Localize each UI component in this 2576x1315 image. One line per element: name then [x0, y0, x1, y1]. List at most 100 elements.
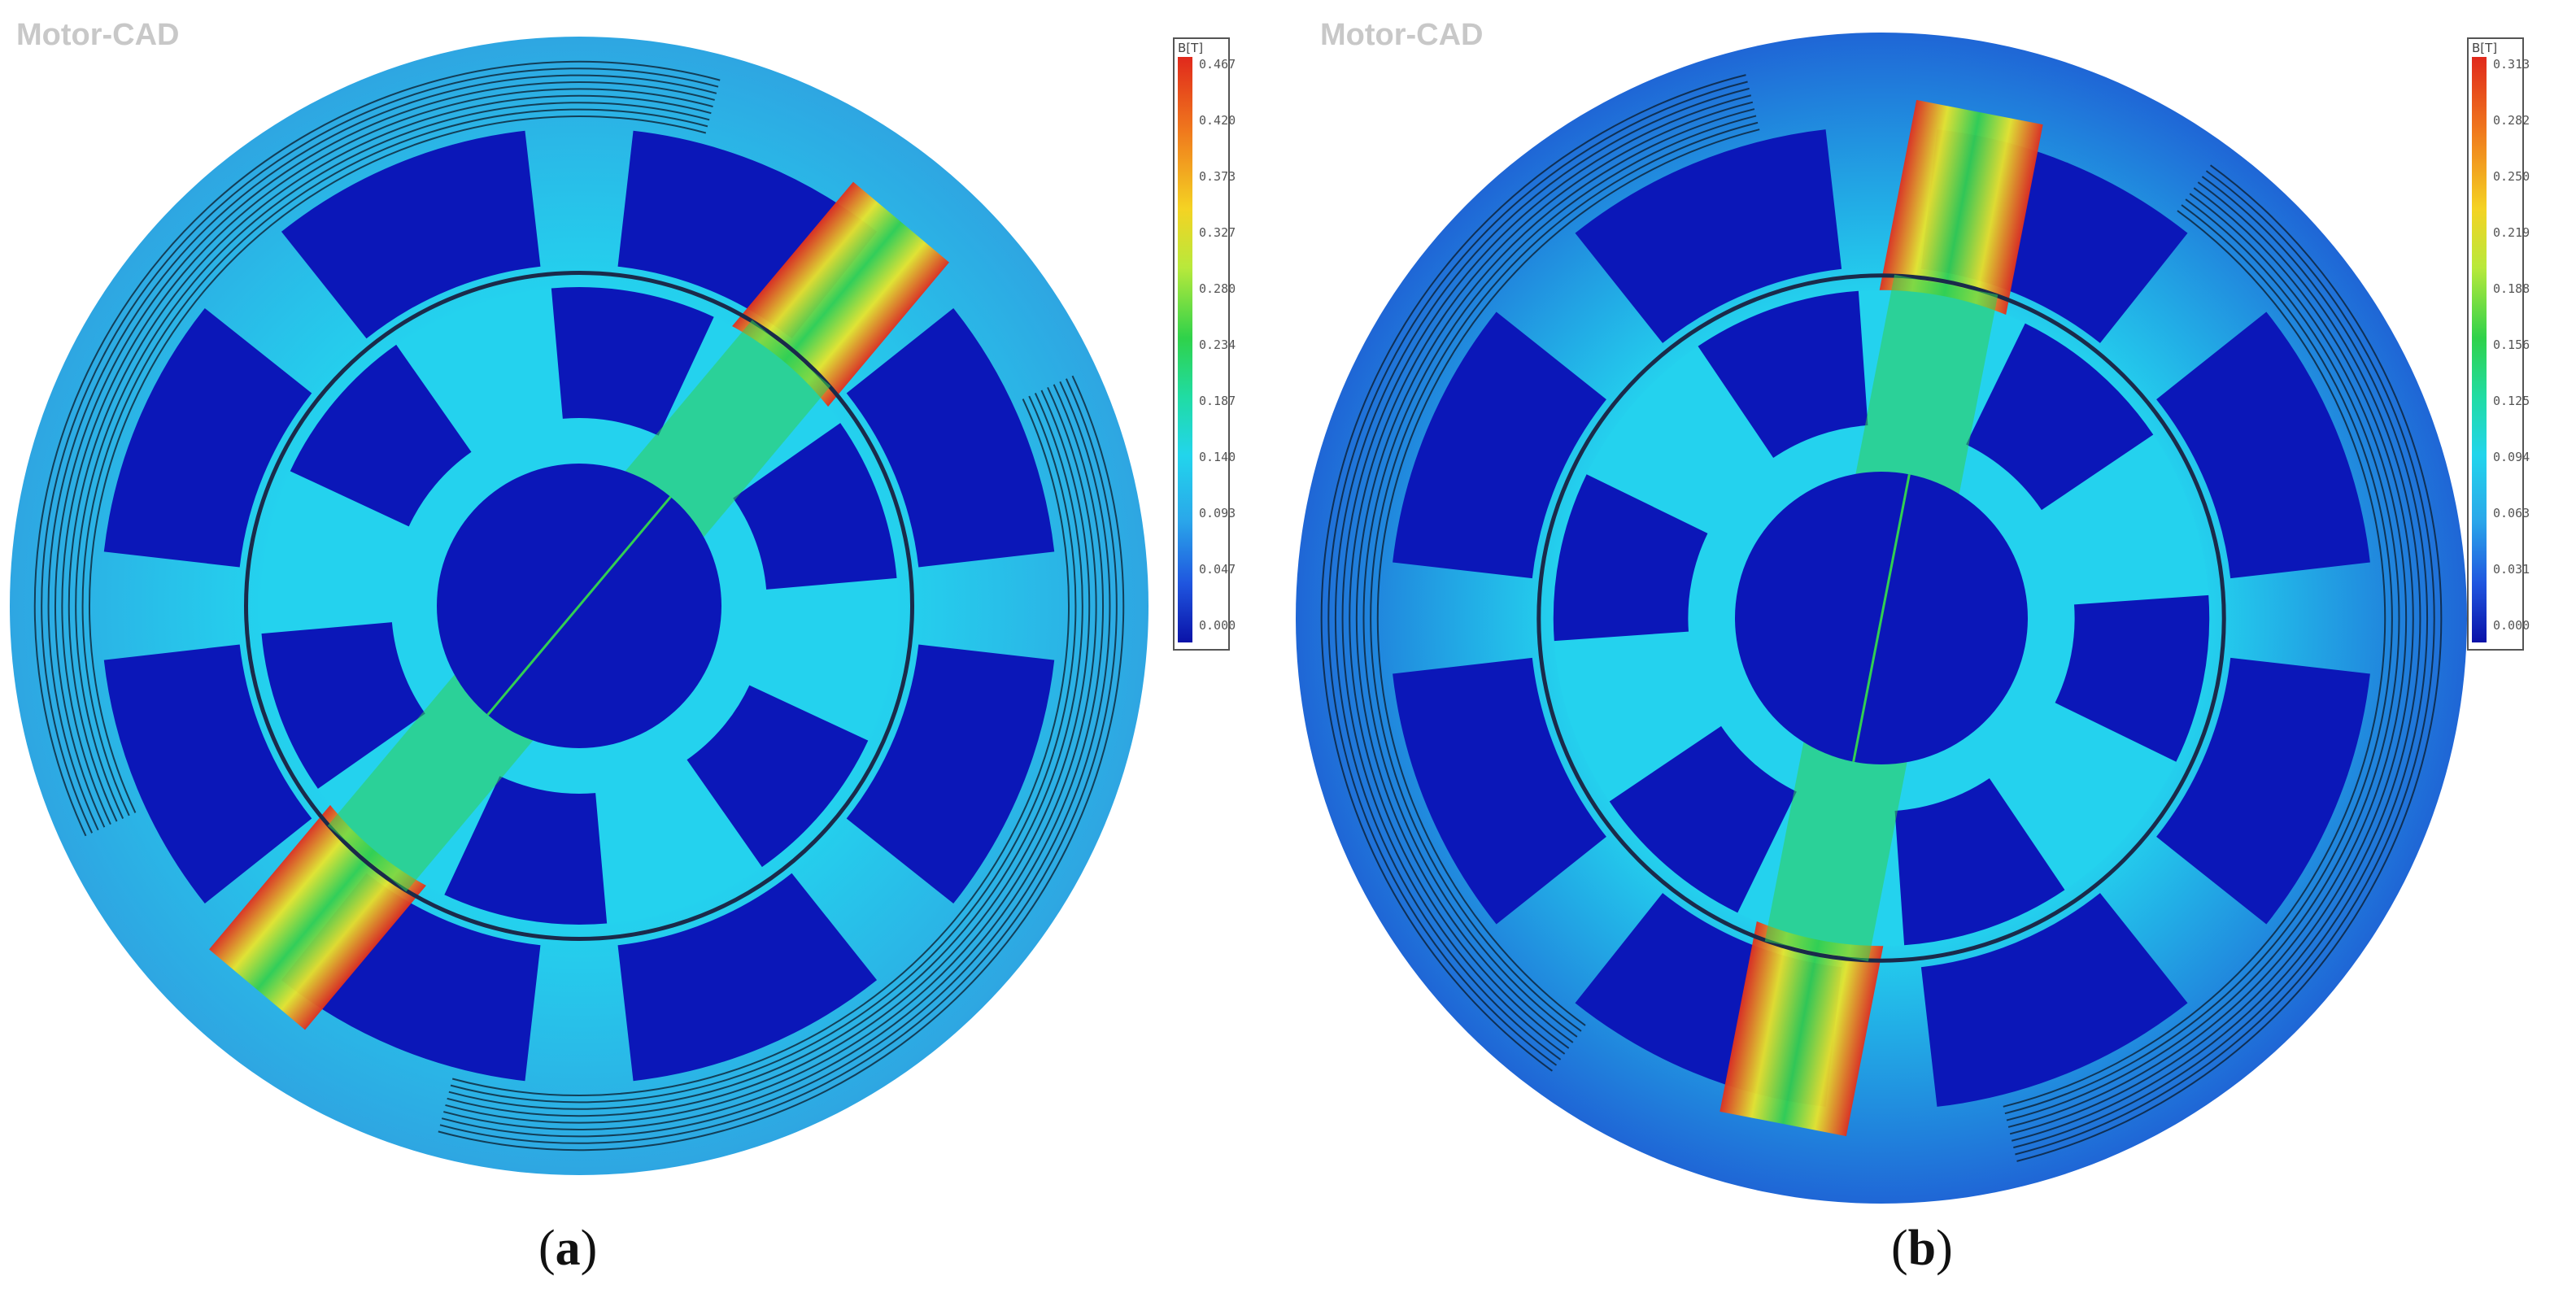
- colorbar-tick: 0.140: [1199, 450, 1236, 464]
- rotor-slots: [1553, 290, 2210, 946]
- colorbar-a: B[T] 0.467 0.420 0.373 0.327 0.280 0.234…: [1173, 37, 1236, 651]
- colorbar-tick: 0.234: [1199, 337, 1236, 352]
- stator-slot: [2156, 311, 2370, 579]
- colorbar-b: B[T] 0.313 0.282 0.250 0.219 0.188 0.156…: [2467, 37, 2530, 651]
- rotor-slot: [733, 423, 897, 590]
- colorbar-tick: 0.373: [1199, 169, 1236, 184]
- colorbar-tick: 0.187: [1199, 394, 1236, 408]
- stator-slot: [846, 307, 1055, 568]
- motor-flux-plot-b: [1296, 33, 2467, 1204]
- stator-slot: [2156, 657, 2370, 925]
- field-line: [68, 94, 712, 822]
- field-line: [438, 375, 1125, 1152]
- colorbar-gradient: [1178, 57, 1192, 642]
- rotor-slot: [1609, 725, 1797, 913]
- field-line: [1349, 101, 1754, 1049]
- field-line: [1376, 128, 1760, 1026]
- field-line: [443, 384, 1104, 1131]
- rotor-slot: [1966, 323, 2154, 511]
- air-gap: [244, 271, 914, 941]
- field-line: [1335, 87, 1750, 1060]
- colorbar-tick: 0.094: [2493, 450, 2530, 464]
- stator-slot: [846, 644, 1055, 904]
- field-line: [450, 395, 1077, 1104]
- field-line: [2006, 198, 2400, 1121]
- field-line: [2003, 210, 2386, 1108]
- colorbar-tick: 0.327: [1199, 225, 1236, 240]
- colorbar-unit: B[T]: [1178, 41, 1204, 55]
- colorbar-tick: 0.420: [1199, 113, 1236, 128]
- colorbar-tick: 0.000: [1199, 618, 1236, 633]
- rotor-slots: [261, 287, 897, 925]
- field-lines: [1320, 74, 2443, 1162]
- field-line: [441, 381, 1111, 1138]
- field-lines: [33, 60, 1125, 1152]
- field-line: [41, 67, 719, 834]
- colorbar-tick: 0.125: [2493, 394, 2530, 408]
- field-line: [2009, 187, 2414, 1135]
- rotor-slot: [551, 287, 714, 436]
- colorbar-tick: 0.280: [1199, 281, 1236, 296]
- colorbar-tick: 0.156: [2493, 337, 2530, 352]
- colorbar-tick: 0.219: [2493, 225, 2530, 240]
- caption-b: (b): [1891, 1221, 1953, 1276]
- field-line: [2012, 181, 2421, 1142]
- colorbar-tick: 0.250: [2493, 169, 2530, 184]
- rotor-slot: [290, 344, 472, 527]
- rotor-slot: [1894, 777, 2065, 946]
- field-line: [2016, 164, 2443, 1162]
- field-line: [451, 398, 1070, 1096]
- field-line: [2013, 176, 2428, 1149]
- stator-slot: [103, 307, 312, 568]
- field-line: [81, 108, 708, 816]
- field-line: [1320, 74, 1746, 1072]
- field-line: [2007, 193, 2408, 1128]
- air-gap: [1536, 273, 2226, 963]
- field-line: [54, 81, 715, 828]
- field-line: [1362, 115, 1757, 1038]
- caption-a: (a): [538, 1221, 598, 1276]
- field-line: [1355, 108, 1755, 1043]
- panel-a: Motor-CAD B[T] 0.467 0.420 0.373 0.327 0…: [10, 18, 1236, 1276]
- stator-slot: [1920, 893, 2188, 1107]
- rotor-slot: [444, 776, 608, 925]
- brand-label: Motor-CAD: [16, 18, 180, 52]
- colorbar-tick: 0.093: [1199, 506, 1236, 520]
- colorbar-tick: 0.467: [1199, 57, 1236, 72]
- stator-slot: [1575, 129, 1842, 343]
- caption-letter: b: [1907, 1221, 1937, 1276]
- shaft-line: [1852, 474, 1911, 762]
- field-line: [1341, 94, 1751, 1055]
- field-line: [445, 386, 1097, 1124]
- colorbar-tick: 0.313: [2493, 57, 2530, 72]
- rotor-slot: [1698, 290, 1868, 459]
- panel-b: Motor-CAD B[T] 0.313 0.282 0.250 0.219 0…: [1288, 0, 2575, 1315]
- stator-slot: [103, 644, 312, 904]
- stator-slot: [617, 873, 878, 1082]
- field-line: [89, 115, 707, 813]
- stator-slot: [281, 130, 541, 339]
- colorbar-unit: B[T]: [2472, 41, 2498, 55]
- field-line: [447, 390, 1091, 1117]
- brand-label: Motor-CAD: [1320, 18, 1484, 52]
- rotor-slot: [1553, 474, 1708, 642]
- rotor-slot: [2055, 594, 2210, 762]
- stator-slot: [1393, 311, 1606, 579]
- shaft-line: [486, 495, 672, 716]
- colorbar-tick: 0.031: [2493, 562, 2530, 577]
- colorbar-tick: 0.282: [2493, 113, 2530, 128]
- caption-letter: a: [555, 1221, 581, 1276]
- field-line: [47, 74, 717, 831]
- field-line: [2004, 204, 2393, 1115]
- colorbar-tick: 0.000: [2493, 618, 2530, 633]
- field-line: [439, 378, 1118, 1144]
- stator-slot: [1393, 657, 1606, 925]
- field-line: [1370, 121, 1759, 1032]
- field-line: [61, 88, 713, 825]
- colorbar-gradient: [2472, 57, 2487, 642]
- colorbar-tick: 0.063: [2493, 506, 2530, 520]
- rotor-slot: [261, 622, 425, 789]
- motor-flux-plot-a: [10, 37, 1149, 1175]
- field-line: [2015, 170, 2435, 1156]
- field-line: [75, 102, 710, 819]
